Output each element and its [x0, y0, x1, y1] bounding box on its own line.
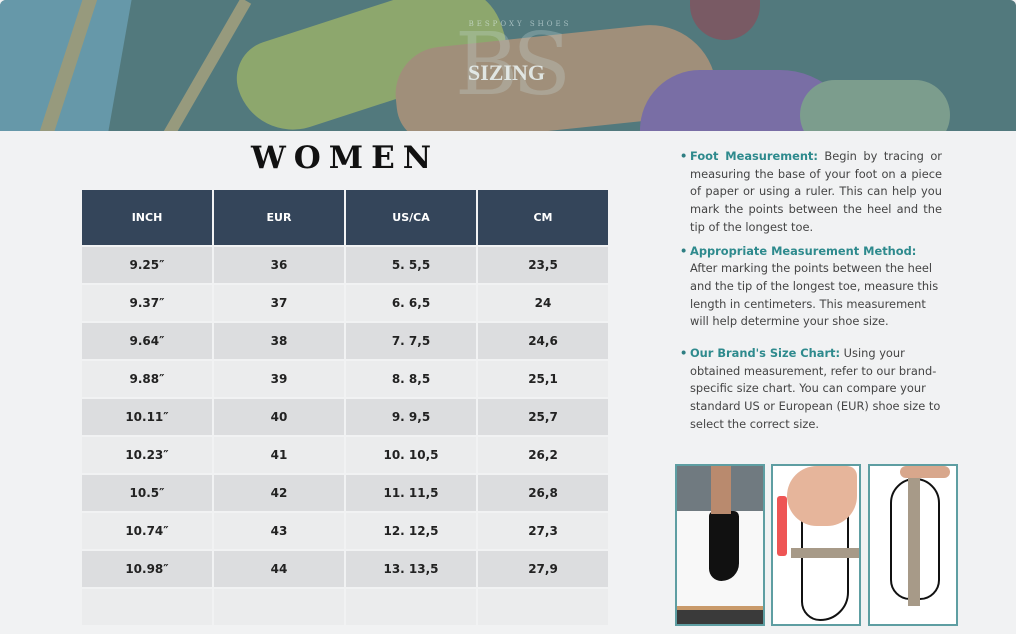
instruction-item: Our Brand's Size Chart: Using your obtai…: [678, 345, 942, 434]
instruction-text: Using your obtained measurement, refer t…: [690, 346, 941, 431]
instruction-heading: Foot Measurement:: [690, 149, 818, 163]
table-cell: 10. 10,5: [346, 437, 476, 473]
instruction-heading: Appropriate Measurement Method:: [690, 243, 917, 258]
table-cell: 9.88″: [82, 361, 212, 397]
photo-measuring-length: [868, 464, 958, 626]
table-cell: 10.98″: [82, 551, 212, 587]
table-cell: 9. 9,5: [346, 399, 476, 435]
table-cell: 38: [214, 323, 344, 359]
table-cell: 37: [214, 285, 344, 321]
instruction-text: Begin by tracing or measuring the base o…: [690, 149, 942, 234]
brand-logo: BS: [455, 15, 571, 115]
measurement-instructions: Foot Measurement: Begin by tracing or me…: [678, 148, 942, 440]
table-cell: 9.37″: [82, 285, 212, 321]
table-cell: 42: [214, 475, 344, 511]
instruction-text: After marking the points between the hee…: [690, 261, 939, 329]
table-cell: 27,9: [478, 551, 608, 587]
table-cell: 39: [214, 361, 344, 397]
table-cell: 27,3: [478, 513, 608, 549]
table-cell: 10.11″: [82, 399, 212, 435]
column-header: CM: [478, 190, 608, 245]
table-cell: 40: [214, 399, 344, 435]
table-cell: 9.25″: [82, 247, 212, 283]
table-cell: 25,1: [478, 361, 608, 397]
table-cell: 6. 6,5: [346, 285, 476, 321]
table-header-row: INCH EUR US/CA CM: [82, 190, 608, 245]
table-row: 9.37″ 37 6. 6,5 24: [82, 285, 608, 321]
table-cell: 5. 5,5: [346, 247, 476, 283]
column-header: EUR: [214, 190, 344, 245]
table-cell: 8. 8,5: [346, 361, 476, 397]
instruction-heading: Our Brand's Size Chart:: [690, 346, 841, 361]
size-chart-table: INCH EUR US/CA CM 9.25″ 36 5. 5,5 23,5 9.37″ 37 6…: [80, 188, 610, 627]
table-row: 9.64″ 38 7. 7,5 24,6: [82, 323, 608, 359]
table-cell: 10.23″: [82, 437, 212, 473]
table-cell: 25,7: [478, 399, 608, 435]
table-cell: 10.5″: [82, 475, 212, 511]
table-cell: 43: [214, 513, 344, 549]
photo-measuring-width: [771, 464, 861, 626]
photo-tracing-foot: [675, 464, 765, 626]
table-cell: 7. 7,5: [346, 323, 476, 359]
table-row: 10.98″ 44 13. 13,5 27,9: [82, 551, 608, 587]
table-cell: 24: [478, 285, 608, 321]
table-cell: [478, 589, 608, 625]
table-cell: 26,8: [478, 475, 608, 511]
table-cell: 36: [214, 247, 344, 283]
table-row: 9.25″ 36 5. 5,5 23,5: [82, 247, 608, 283]
banner-title: SIZING: [468, 60, 546, 85]
table-cell: [346, 589, 476, 625]
table-cell: 24,6: [478, 323, 608, 359]
table-row: 10.5″ 42 11. 11,5 26,8: [82, 475, 608, 511]
table-cell: [82, 589, 212, 625]
table-cell: 10.74″: [82, 513, 212, 549]
column-header: US/CA: [346, 190, 476, 245]
brand-tagline: BESPOXY SHOES: [468, 20, 572, 28]
column-header: INCH: [82, 190, 212, 245]
table-cell: [214, 589, 344, 625]
table-cell: 23,5: [478, 247, 608, 283]
table-row: 10.74″ 43 12. 12,5 27,3: [82, 513, 608, 549]
table-cell: 11. 11,5: [346, 475, 476, 511]
table-cell: 12. 12,5: [346, 513, 476, 549]
table-cell: 9.64″: [82, 323, 212, 359]
table-row: 10.23″ 41 10. 10,5 26,2: [82, 437, 608, 473]
table-cell: 26,2: [478, 437, 608, 473]
table-row: [82, 589, 608, 625]
table-cell: 13. 13,5: [346, 551, 476, 587]
header-banner: BESPOXY SHOES BS SIZING: [0, 0, 1016, 131]
table-cell: 44: [214, 551, 344, 587]
table-cell: 41: [214, 437, 344, 473]
instruction-item: Appropriate Measurement Method: After ma…: [678, 243, 942, 332]
page-title: WOMEN: [250, 140, 440, 176]
table-row: 10.11″ 40 9. 9,5 25,7: [82, 399, 608, 435]
table-row: 9.88″ 39 8. 8,5 25,1: [82, 361, 608, 397]
instruction-item: Foot Measurement: Begin by tracing or me…: [678, 148, 942, 237]
